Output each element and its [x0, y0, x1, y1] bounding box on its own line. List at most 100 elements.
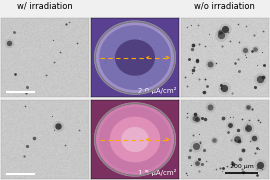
Point	[220, 169, 224, 172]
Point	[249, 171, 254, 174]
Point	[247, 119, 252, 122]
Point	[137, 37, 142, 40]
Point	[219, 34, 224, 37]
Point	[119, 134, 123, 136]
Point	[208, 62, 212, 65]
Point	[154, 127, 159, 130]
Point	[222, 86, 226, 89]
Point	[230, 160, 235, 163]
Polygon shape	[122, 128, 148, 151]
Point	[203, 44, 208, 47]
Point	[241, 171, 245, 174]
Point	[188, 23, 193, 26]
Point	[252, 86, 257, 89]
Point	[207, 33, 211, 35]
Point	[218, 167, 222, 170]
Point	[196, 24, 201, 27]
Point	[246, 105, 250, 108]
Point	[204, 160, 208, 163]
Point	[142, 72, 146, 75]
Point	[136, 75, 140, 78]
Point	[228, 115, 232, 118]
Point	[44, 74, 48, 76]
Point	[237, 69, 241, 72]
Point	[184, 115, 189, 118]
Point	[132, 81, 137, 84]
Point	[163, 65, 167, 68]
Point	[103, 61, 107, 64]
Point	[144, 81, 148, 84]
Point	[184, 172, 188, 175]
Point	[208, 105, 212, 108]
Point	[236, 58, 241, 60]
Point	[236, 22, 240, 25]
Point	[197, 42, 201, 45]
Point	[218, 30, 222, 33]
Point	[255, 174, 259, 176]
Point	[258, 164, 262, 167]
Point	[148, 142, 153, 145]
Point	[223, 28, 227, 31]
Point	[212, 139, 217, 142]
Point	[256, 118, 260, 121]
Point	[258, 77, 262, 80]
Point	[112, 133, 116, 136]
Point	[255, 146, 259, 149]
Point	[200, 163, 204, 166]
Point	[190, 47, 194, 50]
Point	[244, 24, 248, 27]
Point	[194, 145, 198, 147]
Point	[192, 65, 196, 68]
Point	[221, 167, 225, 170]
Point	[240, 118, 244, 121]
Point	[222, 86, 226, 89]
Polygon shape	[116, 40, 154, 75]
Point	[202, 148, 206, 151]
Point	[154, 45, 158, 48]
Point	[246, 105, 250, 108]
Point	[197, 77, 201, 80]
Point	[153, 45, 157, 48]
Point	[255, 167, 259, 170]
Point	[255, 64, 259, 66]
Text: w/o irradiation: w/o irradiation	[194, 2, 255, 11]
Point	[142, 61, 147, 64]
Point	[187, 57, 191, 60]
Point	[121, 56, 126, 59]
Point	[193, 117, 197, 120]
Point	[233, 139, 238, 142]
Point	[23, 105, 28, 107]
Point	[76, 129, 81, 132]
Point	[228, 124, 232, 127]
Point	[261, 30, 266, 33]
Point	[190, 72, 194, 75]
Text: w/ irradiation: w/ irradiation	[17, 2, 73, 11]
Text: 200 μm: 200 μm	[230, 164, 254, 169]
Text: 1.5 μA/cm²: 1.5 μA/cm²	[138, 169, 176, 176]
Point	[235, 137, 239, 140]
Point	[248, 139, 252, 142]
Point	[256, 148, 261, 151]
Point	[7, 42, 11, 45]
Point	[228, 138, 233, 141]
Point	[245, 127, 249, 130]
Point	[63, 144, 68, 147]
Point	[191, 44, 195, 46]
Point	[194, 59, 199, 62]
Point	[240, 167, 245, 170]
Point	[253, 152, 257, 154]
Point	[140, 70, 145, 73]
Point	[233, 61, 238, 64]
Point	[219, 87, 224, 90]
Point	[32, 137, 36, 140]
Point	[252, 33, 256, 36]
Point	[201, 91, 205, 94]
Point	[243, 53, 247, 56]
Point	[185, 173, 190, 176]
Point	[219, 83, 224, 86]
Point	[221, 116, 225, 119]
Point	[244, 56, 248, 58]
Point	[188, 148, 192, 151]
Point	[58, 51, 62, 54]
Point	[258, 164, 262, 167]
